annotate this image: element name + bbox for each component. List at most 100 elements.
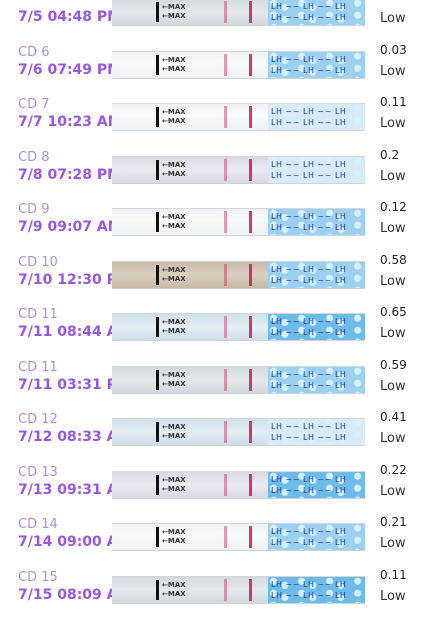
max-line-marker bbox=[156, 580, 159, 600]
lh-level-label: Low bbox=[380, 64, 406, 79]
lh-level-label: Low bbox=[380, 221, 406, 236]
lh-ratio-value: 0.11 bbox=[380, 95, 407, 109]
lh-brand-text: LH ~~ LH ~~ LH bbox=[271, 171, 347, 180]
max-line-marker bbox=[156, 2, 159, 22]
lh-brand-text: LH ~~ LH ~~ LH bbox=[271, 591, 347, 600]
test-line bbox=[224, 106, 227, 128]
lh-ratio-value: 0.59 bbox=[380, 358, 407, 372]
lh-brand-handle: LH ~~ LH ~~ LH LH ~~ LH ~~ LH bbox=[268, 472, 365, 498]
cycle-day-label: CD 11 bbox=[18, 307, 58, 322]
control-line bbox=[249, 316, 252, 338]
test-row[interactable]: CD 13 7/13 09:31 AM ←MAX ←MAX LH ~~ LH ~… bbox=[0, 461, 425, 513]
lh-brand-handle: LH ~~ LH ~~ LH LH ~~ LH ~~ LH bbox=[268, 524, 365, 550]
max-label: ←MAX bbox=[162, 380, 186, 388]
max-label: ←MAX bbox=[162, 476, 186, 484]
test-strip-image[interactable]: ←MAX ←MAX LH ~~ LH ~~ LH LH ~~ LH ~~ LH bbox=[112, 418, 365, 446]
test-strip-image[interactable]: ←MAX ←MAX LH ~~ LH ~~ LH LH ~~ LH ~~ LH bbox=[112, 156, 365, 184]
lh-brand-handle: LH ~~ LH ~~ LH LH ~~ LH ~~ LH bbox=[268, 157, 365, 183]
test-line bbox=[224, 526, 227, 548]
lh-level-label: Low bbox=[380, 326, 406, 341]
lh-brand-text: LH ~~ LH ~~ LH bbox=[271, 66, 347, 75]
test-line bbox=[224, 316, 227, 338]
max-label: ←MAX bbox=[162, 222, 186, 230]
cycle-day-label: CD 11 bbox=[18, 360, 58, 375]
lh-ratio-value: 0.03 bbox=[380, 43, 407, 57]
test-line bbox=[224, 211, 227, 233]
test-datetime: 7/6 07:49 PM bbox=[18, 62, 122, 78]
test-strip-image[interactable]: ←MAX ←MAX LH ~~ LH ~~ LH LH ~~ LH ~~ LH bbox=[112, 366, 365, 394]
test-row[interactable]: 7/5 04:48 PM ←MAX ←MAX LH ~~ LH ~~ LH LH… bbox=[0, 0, 425, 40]
test-row[interactable]: CD 9 7/9 09:07 AM ←MAX ←MAX LH ~~ LH ~~ … bbox=[0, 198, 425, 250]
test-row[interactable]: CD 10 7/10 12:30 PM ←MAX ←MAX LH ~~ LH ~… bbox=[0, 251, 425, 303]
test-line bbox=[224, 369, 227, 391]
test-row[interactable]: CD 12 7/12 08:33 AM ←MAX ←MAX LH ~~ LH ~… bbox=[0, 408, 425, 460]
lh-brand-text: LH ~~ LH ~~ LH bbox=[271, 328, 347, 337]
lh-brand-text: LH ~~ LH ~~ LH bbox=[271, 2, 347, 11]
max-label: ←MAX bbox=[162, 108, 186, 116]
max-label: ←MAX bbox=[162, 537, 186, 545]
test-strip-image[interactable]: ←MAX ←MAX LH ~~ LH ~~ LH LH ~~ LH ~~ LH bbox=[112, 103, 365, 131]
max-label: ←MAX bbox=[162, 65, 186, 73]
max-label: ←MAX bbox=[162, 213, 186, 221]
control-line bbox=[249, 106, 252, 128]
max-label: ←MAX bbox=[162, 3, 186, 11]
test-line bbox=[224, 421, 227, 443]
control-line bbox=[249, 211, 252, 233]
test-line bbox=[224, 474, 227, 496]
lh-brand-text: LH ~~ LH ~~ LH bbox=[271, 160, 347, 169]
control-line bbox=[249, 369, 252, 391]
max-label: ←MAX bbox=[162, 117, 186, 125]
lh-level-label: Low bbox=[380, 169, 406, 184]
max-label: ←MAX bbox=[162, 371, 186, 379]
test-strip-image[interactable]: ←MAX ←MAX LH ~~ LH ~~ LH LH ~~ LH ~~ LH bbox=[112, 471, 365, 499]
lh-ratio-value: 0.12 bbox=[380, 200, 407, 214]
test-datetime: 7/9 09:07 AM bbox=[18, 219, 122, 235]
lh-ratio-value: 0.58 bbox=[380, 253, 407, 267]
lh-brand-handle: LH ~~ LH ~~ LH LH ~~ LH ~~ LH bbox=[268, 419, 365, 445]
lh-ratio-value: 0.21 bbox=[380, 515, 407, 529]
cycle-day-label: CD 7 bbox=[18, 97, 50, 112]
lh-brand-text: LH ~~ LH ~~ LH bbox=[271, 265, 347, 274]
lh-brand-handle: LH ~~ LH ~~ LH LH ~~ LH ~~ LH bbox=[268, 577, 365, 603]
max-line-marker bbox=[156, 265, 159, 285]
max-label: ←MAX bbox=[162, 56, 186, 64]
test-datetime: 7/12 08:33 AM bbox=[18, 429, 132, 445]
test-strip-image[interactable]: ←MAX ←MAX LH ~~ LH ~~ LH LH ~~ LH ~~ LH bbox=[112, 261, 365, 289]
lh-ratio-value: 0.41 bbox=[380, 410, 407, 424]
lh-brand-text: LH ~~ LH ~~ LH bbox=[271, 422, 347, 431]
test-row[interactable]: CD 6 7/6 07:49 PM ←MAX ←MAX LH ~~ LH ~~ … bbox=[0, 41, 425, 93]
lh-brand-text: LH ~~ LH ~~ LH bbox=[271, 538, 347, 547]
max-label: ←MAX bbox=[162, 266, 186, 274]
max-label: ←MAX bbox=[162, 485, 186, 493]
test-datetime: 7/13 09:31 AM bbox=[18, 482, 132, 498]
lh-brand-text: LH ~~ LH ~~ LH bbox=[271, 223, 347, 232]
max-label: ←MAX bbox=[162, 528, 186, 536]
cycle-day-label: CD 14 bbox=[18, 517, 58, 532]
test-strip-image[interactable]: ←MAX ←MAX LH ~~ LH ~~ LH LH ~~ LH ~~ LH bbox=[112, 576, 365, 604]
test-strip-image[interactable]: ←MAX ←MAX LH ~~ LH ~~ LH LH ~~ LH ~~ LH bbox=[112, 523, 365, 551]
max-line-marker bbox=[156, 160, 159, 180]
lh-brand-text: LH ~~ LH ~~ LH bbox=[271, 317, 347, 326]
test-row[interactable]: CD 11 7/11 08:44 AM ←MAX ←MAX LH ~~ LH ~… bbox=[0, 303, 425, 355]
test-strip-image[interactable]: ←MAX ←MAX LH ~~ LH ~~ LH LH ~~ LH ~~ LH bbox=[112, 51, 365, 79]
lh-ratio-value: 0.11 bbox=[380, 568, 407, 582]
test-row[interactable]: CD 15 7/15 08:09 AM ←MAX ←MAX LH ~~ LH ~… bbox=[0, 566, 425, 618]
lh-brand-text: LH ~~ LH ~~ LH bbox=[271, 527, 347, 536]
test-row[interactable]: CD 8 7/8 07:28 PM ←MAX ←MAX LH ~~ LH ~~ … bbox=[0, 146, 425, 198]
max-line-marker bbox=[156, 317, 159, 337]
lh-brand-handle: LH ~~ LH ~~ LH LH ~~ LH ~~ LH bbox=[268, 367, 365, 393]
test-strip-image[interactable]: ←MAX ←MAX LH ~~ LH ~~ LH LH ~~ LH ~~ LH bbox=[112, 313, 365, 341]
max-line-marker bbox=[156, 475, 159, 495]
test-line bbox=[224, 264, 227, 286]
test-row[interactable]: CD 14 7/14 09:00 AM ←MAX ←MAX LH ~~ LH ~… bbox=[0, 513, 425, 565]
test-datetime: 7/15 08:09 AM bbox=[18, 587, 132, 603]
test-strip-image[interactable]: ←MAX ←MAX LH ~~ LH ~~ LH LH ~~ LH ~~ LH bbox=[112, 0, 365, 26]
test-row[interactable]: CD 11 7/11 03:31 PM ←MAX ←MAX LH ~~ LH ~… bbox=[0, 356, 425, 408]
max-line-marker bbox=[156, 422, 159, 442]
lh-brand-handle: LH ~~ LH ~~ LH LH ~~ LH ~~ LH bbox=[268, 314, 365, 340]
test-strip-image[interactable]: ←MAX ←MAX LH ~~ LH ~~ LH LH ~~ LH ~~ LH bbox=[112, 208, 365, 236]
lh-brand-text: LH ~~ LH ~~ LH bbox=[271, 486, 347, 495]
lh-brand-handle: LH ~~ LH ~~ LH LH ~~ LH ~~ LH bbox=[268, 104, 365, 130]
max-label: ←MAX bbox=[162, 318, 186, 326]
test-row[interactable]: CD 7 7/7 10:23 AM ←MAX ←MAX LH ~~ LH ~~ … bbox=[0, 93, 425, 145]
